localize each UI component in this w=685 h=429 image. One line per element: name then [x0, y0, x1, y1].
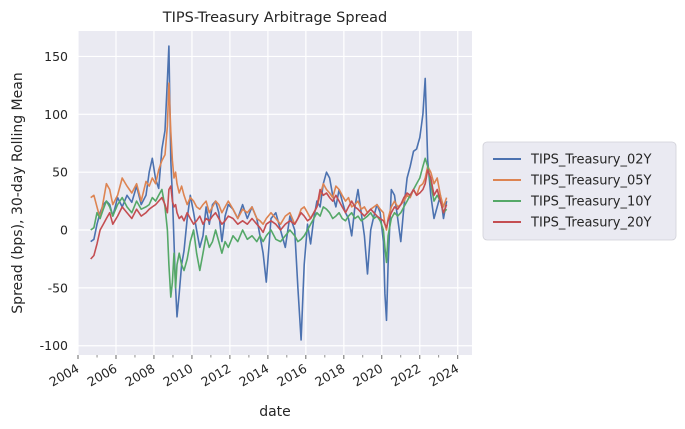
legend-label-1: TIPS_Treasury_02Y: [530, 153, 652, 168]
x-tick-label: 2018: [312, 361, 347, 390]
x-tick-label: 2012: [198, 361, 233, 390]
x-tick-label: 2004: [46, 361, 81, 390]
x-axis-title: date: [259, 404, 291, 420]
series-line-3: [90, 157, 448, 298]
y-tick-label: 0: [60, 223, 68, 238]
x-tick-label: 2006: [84, 361, 119, 390]
y-tick-label: 100: [44, 107, 68, 122]
x-tick-label: 2010: [160, 361, 195, 390]
x-tick-label: 2016: [274, 361, 309, 390]
legend-box: [482, 141, 677, 241]
series-layer: [90, 45, 448, 341]
x-tick-label: 2024: [426, 361, 461, 390]
legend-label-2: TIPS_Treasury_05Y: [530, 174, 652, 189]
x-tick-label: 2014: [236, 361, 271, 390]
x-axis: 2004 2006 2008 2010 2012 2014 2016 2018 2020 2022…: [46, 355, 461, 390]
y-tick-label: 50: [52, 165, 68, 180]
x-tick-label: 2008: [122, 361, 157, 390]
series-line-2: [90, 82, 448, 231]
legend-label-4: TIPS_Treasury_20Y: [530, 216, 652, 231]
legend-label-3: TIPS_Treasury_10Y: [530, 195, 652, 210]
legend: TIPS_Treasury_02Y TIPS_Treasury_05Y TIPS_T…: [482, 141, 677, 241]
chart-title: TIPS-Treasury Arbitrage Spread: [162, 10, 388, 26]
grid-lines: [77, 31, 472, 355]
x-tick-label: 2020: [350, 361, 385, 390]
y-tick-label: -100: [40, 338, 68, 353]
series-line-4: [90, 169, 448, 260]
x-tick-label: 2022: [388, 361, 423, 390]
y-tick-label: -50: [48, 280, 68, 295]
y-axis-title: Spread (bps), 30-day Rolling Mean: [10, 72, 26, 313]
y-axis: -100 -50 0 50 100 150: [40, 49, 68, 353]
y-tick-label: 150: [44, 49, 68, 64]
